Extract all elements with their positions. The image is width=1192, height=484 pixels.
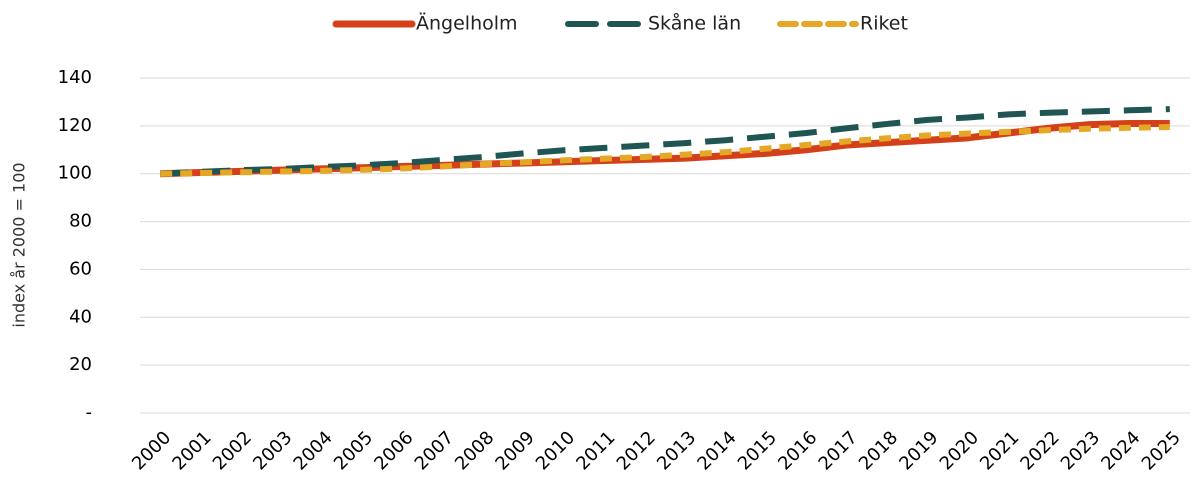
series-line	[160, 124, 1170, 177]
x-tick-label: 2006	[370, 427, 417, 474]
x-tick-label: 2016	[774, 427, 821, 474]
y-tick-label: 80	[69, 211, 92, 232]
x-tick-label: 2000	[128, 427, 175, 474]
x-tick-label: 2021	[976, 427, 1023, 474]
y-axis-title: index år 2000 = 100	[10, 162, 29, 327]
legend-label: Riket	[860, 13, 908, 35]
x-tick-label: 2011	[572, 427, 619, 474]
x-tick-label: 2005	[330, 427, 377, 474]
y-tick-label: 20	[69, 354, 92, 375]
y-tick-label: 120	[58, 115, 92, 136]
y-tick-label: 100	[58, 163, 92, 184]
x-tick-label: 2007	[411, 427, 458, 474]
x-tick-label: 2009	[491, 427, 538, 474]
x-tick-label: 2017	[815, 427, 862, 474]
y-tick-label: 60	[69, 258, 92, 279]
x-tick-label: 2022	[1016, 427, 1063, 474]
x-tick-label: 2010	[532, 427, 579, 474]
series-line	[160, 106, 1170, 177]
y-tick-label: 140	[58, 67, 92, 88]
x-tick-label: 2025	[1138, 427, 1185, 474]
x-tick-label: 2015	[734, 427, 781, 474]
x-tick-label: 2002	[209, 427, 256, 474]
y-tick-label: -	[86, 402, 93, 423]
x-tick-label: 2024	[1097, 427, 1144, 474]
x-tick-label: 2001	[168, 427, 215, 474]
x-tick-label: 2023	[1057, 427, 1104, 474]
x-tick-label: 2004	[290, 427, 337, 474]
y-tick-label: 40	[69, 306, 92, 327]
x-tick-label: 2019	[895, 427, 942, 474]
x-tick-label: 2008	[451, 427, 498, 474]
x-tick-label: 2013	[653, 427, 700, 474]
legend-label: Skåne län	[648, 12, 741, 35]
x-tick-label: 2018	[855, 427, 902, 474]
x-tick-label: 2003	[249, 427, 296, 474]
legend-label: Ängelholm	[416, 12, 518, 35]
x-tick-label: 2012	[613, 427, 660, 474]
x-tick-label: 2020	[936, 427, 983, 474]
x-tick-label: 2014	[693, 427, 740, 474]
